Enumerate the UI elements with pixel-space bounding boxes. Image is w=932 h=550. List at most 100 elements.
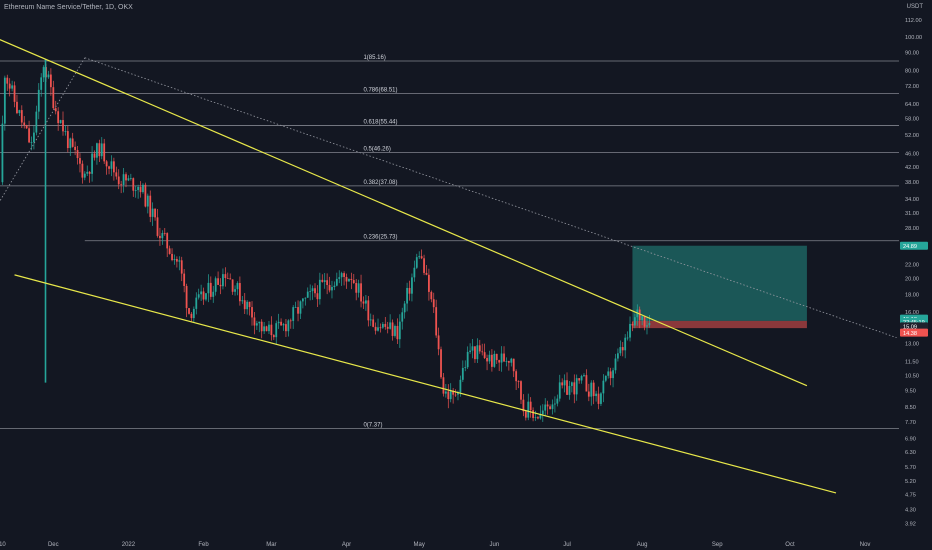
candle-body xyxy=(54,108,57,112)
candle-body xyxy=(52,87,55,109)
candle-body xyxy=(81,163,84,178)
candle-body xyxy=(316,293,319,300)
candle-body xyxy=(236,283,239,290)
candle-body xyxy=(631,323,634,326)
candle-body xyxy=(255,323,258,326)
candle-body xyxy=(309,291,312,292)
candle-body xyxy=(8,83,11,89)
time-tick-label: Jul xyxy=(563,542,571,548)
candle-body xyxy=(258,321,261,324)
candle-body xyxy=(430,291,433,300)
candle-body xyxy=(42,67,45,78)
candle-body xyxy=(268,324,270,332)
candle-body xyxy=(590,382,593,397)
candle-body xyxy=(595,393,598,397)
candle-body xyxy=(272,335,275,338)
candle-body xyxy=(563,380,566,386)
candle-body xyxy=(505,361,508,362)
price-badge-label: 24.89 xyxy=(903,244,917,250)
position-profit-zone[interactable] xyxy=(632,245,807,321)
candle-body xyxy=(93,153,96,158)
candle-body xyxy=(464,367,467,368)
long-position-tool[interactable] xyxy=(632,245,807,329)
candle-body xyxy=(159,235,161,239)
candle-body xyxy=(171,253,173,261)
candle-body xyxy=(289,320,292,322)
candle-body xyxy=(190,313,193,319)
candle-body xyxy=(20,110,23,123)
candle-body xyxy=(265,326,268,332)
candle-body xyxy=(449,390,452,400)
price-badge xyxy=(900,322,928,331)
trendline-dotted[interactable] xyxy=(0,57,86,234)
price-tick-label: 10.50 xyxy=(905,373,919,379)
candle-body xyxy=(139,186,142,193)
candle-body xyxy=(554,403,556,405)
candle-body xyxy=(192,308,195,319)
time-axis[interactable]: 10 Dec 2022 Feb Mar Apr May Jun Jul Aug Sep Oct Nov xyxy=(0,542,870,548)
candle-body xyxy=(483,352,486,358)
candle-body xyxy=(47,74,50,78)
candle-body xyxy=(292,307,295,321)
candle-body xyxy=(411,277,413,294)
candle-body xyxy=(643,316,646,327)
time-tick-label: Apr xyxy=(342,542,351,548)
fib-level-label: 1(85.16) xyxy=(363,55,385,61)
candle-body xyxy=(335,278,338,286)
candle-body xyxy=(197,294,200,298)
candle-body xyxy=(234,289,236,292)
time-tick-label: Nov xyxy=(860,542,871,548)
candle-body xyxy=(425,272,428,275)
candle-body xyxy=(372,319,375,327)
candle-body xyxy=(355,283,358,293)
position-stop-zone[interactable] xyxy=(632,320,807,329)
price-tick-label: 20.00 xyxy=(905,277,919,283)
candle-body xyxy=(168,248,171,254)
candle-body xyxy=(3,77,6,124)
trendlines[interactable] xyxy=(0,32,897,494)
candle-body xyxy=(260,321,263,332)
candle-body xyxy=(323,280,326,282)
candle-body xyxy=(120,184,123,186)
candle-body xyxy=(35,111,38,133)
candle-body xyxy=(629,323,631,338)
price-axis[interactable]: 112.00 100.00 90.00 80.00 72.00 64.00 58.00 52.… xyxy=(905,18,922,527)
price-tick-label: 52.00 xyxy=(905,133,919,139)
candle-body xyxy=(205,293,207,300)
candle-body xyxy=(365,300,367,304)
candle-body xyxy=(488,354,491,362)
price-tick-label: 3.92 xyxy=(905,521,916,527)
candle-body xyxy=(398,321,401,340)
candle-body xyxy=(217,278,219,285)
candle-body xyxy=(452,390,455,395)
candle-body xyxy=(580,376,583,381)
candle-body xyxy=(539,414,542,419)
fib-level-label: 0(7.37) xyxy=(363,423,382,429)
trendline-solid[interactable] xyxy=(0,32,808,387)
candle-body xyxy=(207,282,210,294)
candle-body xyxy=(115,172,118,177)
candle-body xyxy=(420,256,423,259)
candle-body xyxy=(406,287,408,304)
trendline-solid[interactable] xyxy=(14,274,837,494)
fib-level-label: 0.236(25.73) xyxy=(363,235,397,241)
candle-body xyxy=(394,325,396,336)
candle-body xyxy=(435,307,438,336)
candle-body xyxy=(454,394,457,396)
candle-body xyxy=(88,171,91,174)
candle-body xyxy=(91,153,93,174)
candle-body xyxy=(507,361,510,363)
candle-body xyxy=(386,326,389,329)
candle-body xyxy=(112,161,115,173)
candle-body xyxy=(570,382,573,386)
candle-body xyxy=(338,277,341,279)
candle-body xyxy=(352,280,355,284)
time-tick-label: May xyxy=(414,542,425,548)
candle-body xyxy=(154,208,156,218)
candle-body xyxy=(541,410,544,415)
price-tick-label: 18.00 xyxy=(905,292,919,298)
candle-body xyxy=(537,417,539,419)
candle-body xyxy=(646,325,648,327)
time-tick-label: Feb xyxy=(198,542,209,548)
